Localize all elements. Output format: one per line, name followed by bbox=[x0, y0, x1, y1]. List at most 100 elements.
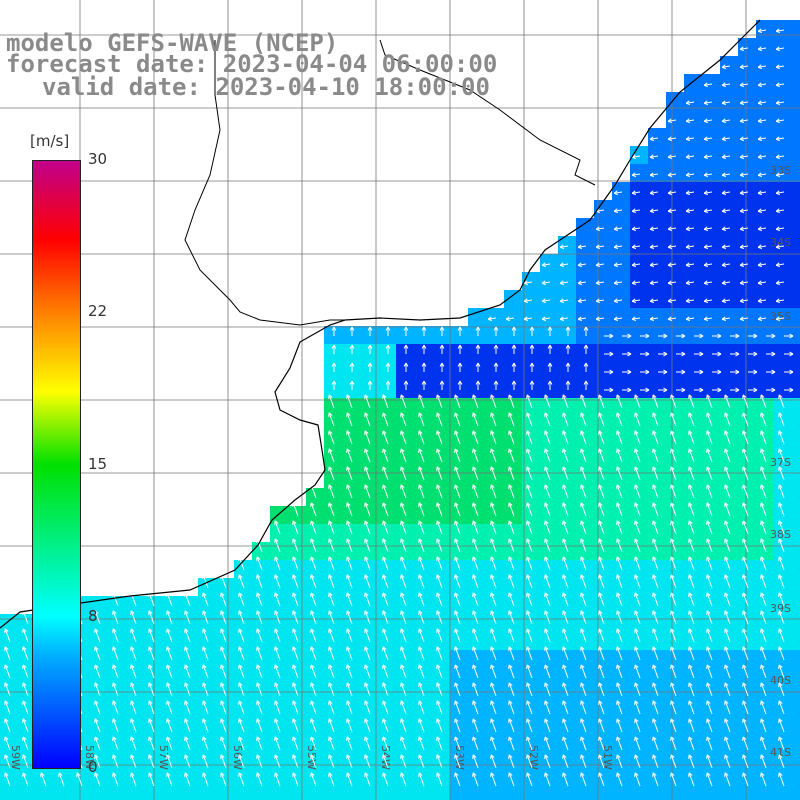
wind-arrow bbox=[382, 754, 389, 769]
field-cell bbox=[486, 776, 504, 794]
wind-arrow-head bbox=[76, 772, 78, 777]
wind-arrow-head bbox=[735, 353, 740, 357]
wind-arrow-head bbox=[634, 646, 636, 651]
field-cell bbox=[594, 776, 612, 794]
wind-arrow-head bbox=[459, 326, 463, 331]
wind-arrow-head bbox=[364, 700, 366, 705]
wind-arrow-head bbox=[577, 244, 582, 248]
wind-arrow bbox=[490, 772, 497, 787]
wind-arrow-head bbox=[739, 156, 745, 160]
wind-arrow-head bbox=[667, 208, 672, 212]
wind-arrow-head bbox=[472, 520, 477, 524]
wind-arrow-head bbox=[454, 430, 459, 434]
wind-arrow-head bbox=[580, 664, 582, 669]
wind-arrow-head bbox=[238, 610, 243, 614]
wind-arrow-head bbox=[184, 736, 186, 741]
field-cell bbox=[792, 560, 800, 578]
wind-arrow-head bbox=[310, 682, 312, 687]
wind-arrow-head bbox=[598, 556, 603, 560]
wind-arrow-head bbox=[685, 300, 691, 304]
field-cell bbox=[396, 722, 414, 740]
wind-arrow-head bbox=[609, 351, 614, 355]
wind-arrow-head bbox=[670, 592, 672, 597]
field-cell bbox=[540, 578, 558, 596]
field-cell bbox=[396, 686, 414, 704]
wind-arrow-head bbox=[418, 448, 420, 453]
wind-arrow-head bbox=[292, 754, 297, 758]
field-cell bbox=[414, 542, 432, 560]
wind-arrow-head bbox=[526, 736, 531, 740]
wind-arrow-head bbox=[753, 333, 758, 337]
field-cell bbox=[162, 794, 180, 800]
wind-arrow bbox=[722, 65, 731, 68]
field-cell bbox=[540, 524, 558, 542]
wind-arrow-head bbox=[382, 556, 384, 561]
wind-arrow bbox=[578, 299, 587, 302]
wind-arrow bbox=[508, 502, 515, 517]
wind-arrow-head bbox=[310, 664, 315, 668]
wind-arrow-head bbox=[753, 389, 758, 393]
field-cell bbox=[684, 614, 702, 632]
wind-arrow-head bbox=[292, 646, 297, 650]
wind-arrow bbox=[758, 119, 767, 122]
wind-arrow bbox=[202, 682, 209, 697]
wind-arrow-head bbox=[472, 574, 474, 579]
wind-arrow-head bbox=[130, 718, 135, 722]
wind-arrow-head bbox=[789, 387, 794, 391]
wind-arrow-head bbox=[616, 772, 621, 776]
wind-arrow-head bbox=[580, 682, 582, 687]
wind-arrow bbox=[670, 610, 677, 625]
wind-arrow-head bbox=[634, 772, 639, 776]
wind-arrow-head bbox=[310, 592, 315, 596]
wind-arrow bbox=[670, 772, 677, 787]
wind-arrow-head bbox=[130, 628, 135, 632]
field-cell bbox=[18, 776, 36, 794]
wind-arrow-head bbox=[670, 610, 672, 615]
wind-arrow-head bbox=[526, 700, 528, 705]
wind-arrow bbox=[148, 664, 155, 679]
wind-arrow bbox=[544, 646, 551, 661]
wind-arrow-head bbox=[292, 538, 297, 542]
wind-arrow bbox=[130, 628, 137, 643]
wind-arrow bbox=[596, 209, 605, 212]
wind-arrow-head bbox=[595, 228, 601, 232]
wind-arrow-head bbox=[652, 394, 654, 399]
field-cell bbox=[576, 560, 594, 578]
field-cell bbox=[144, 614, 162, 632]
field-cell bbox=[396, 344, 414, 362]
wind-arrow-head bbox=[724, 556, 726, 561]
wind-arrow-head bbox=[4, 700, 6, 705]
wind-arrow-head bbox=[238, 556, 243, 560]
wind-arrow bbox=[742, 556, 749, 571]
wind-arrow-head bbox=[274, 682, 276, 687]
field-cell bbox=[666, 776, 684, 794]
field-cell bbox=[234, 614, 252, 632]
wind-arrow-head bbox=[721, 138, 727, 142]
wind-arrow-head bbox=[256, 664, 258, 669]
field-cell bbox=[504, 398, 522, 416]
wind-arrow bbox=[436, 628, 443, 643]
field-cell bbox=[594, 200, 612, 218]
wind-arrow-head bbox=[256, 754, 258, 759]
field-cell bbox=[198, 776, 216, 794]
wind-arrow-head bbox=[631, 262, 636, 266]
wind-arrow bbox=[580, 700, 587, 715]
wind-arrow-head bbox=[634, 754, 639, 758]
field-cell bbox=[738, 362, 756, 380]
field-cell bbox=[594, 362, 612, 380]
wind-arrow-head bbox=[559, 246, 565, 250]
field-cell bbox=[90, 614, 108, 632]
wind-arrow-head bbox=[688, 646, 690, 651]
wind-arrow-head bbox=[706, 700, 711, 704]
wind-arrow-head bbox=[364, 610, 369, 614]
wind-arrow-head bbox=[526, 448, 531, 452]
field-cell bbox=[558, 326, 576, 344]
wind-arrow-head bbox=[454, 646, 459, 650]
wind-arrow-head bbox=[328, 448, 330, 453]
wind-arrow bbox=[490, 700, 497, 715]
wind-arrow bbox=[688, 466, 695, 481]
field-cell bbox=[792, 380, 800, 398]
wind-arrow-head bbox=[184, 592, 189, 596]
field-cell bbox=[414, 560, 432, 578]
field-cell bbox=[684, 380, 702, 398]
